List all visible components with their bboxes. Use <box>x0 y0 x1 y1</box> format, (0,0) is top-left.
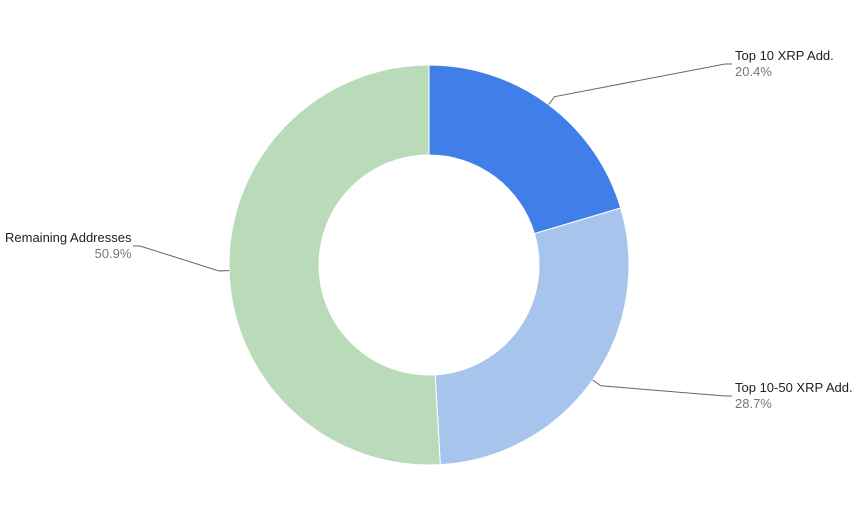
leader-remaining <box>133 246 229 271</box>
label-title-top10: Top 10 XRP Add. <box>735 48 834 64</box>
label-title-top10_50: Top 10-50 XRP Add. <box>735 380 853 396</box>
donut-svg <box>0 0 858 531</box>
label-title-remaining: Remaining Addresses <box>5 230 131 246</box>
slice-top10_50 <box>435 208 629 465</box>
label-pct-top10: 20.4% <box>735 64 834 80</box>
slice-remaining <box>229 65 440 465</box>
leader-top10 <box>549 64 732 105</box>
label-pct-top10_50: 28.7% <box>735 396 853 412</box>
slice-top10 <box>429 65 621 234</box>
label-top10_50: Top 10-50 XRP Add.28.7% <box>735 380 853 413</box>
label-pct-remaining: 50.9% <box>5 246 131 262</box>
leader-top10_50 <box>593 380 732 396</box>
label-remaining: Remaining Addresses50.9% <box>5 230 131 263</box>
label-top10: Top 10 XRP Add.20.4% <box>735 48 834 81</box>
donut-chart: Top 10 XRP Add.20.4% Top 10-50 XRP Add.28… <box>0 0 858 531</box>
